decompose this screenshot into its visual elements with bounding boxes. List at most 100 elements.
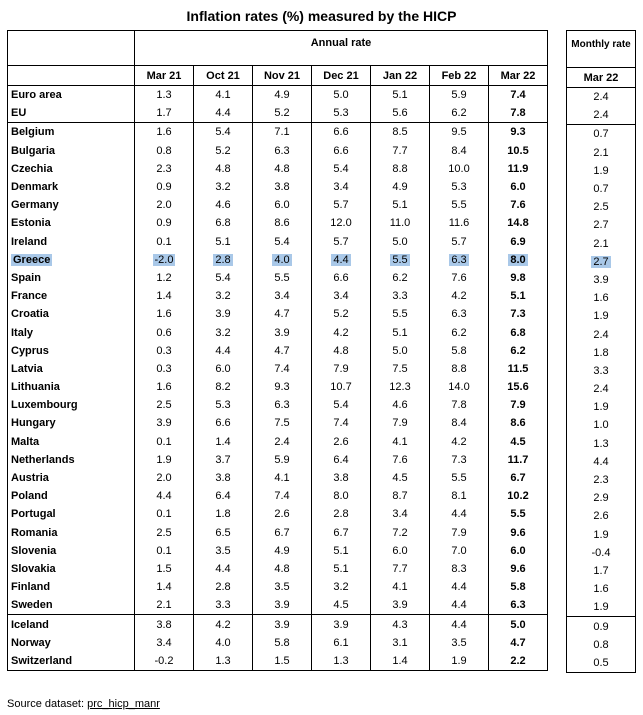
monthly-rate-value: -0.4 bbox=[591, 546, 611, 559]
table-row: 1.7 bbox=[566, 561, 636, 581]
rate-value: 5.4 bbox=[215, 126, 231, 139]
table-row: 1.9 bbox=[566, 307, 636, 326]
rate-cell: 1.6 bbox=[134, 378, 194, 397]
rate-cell: 0.1 bbox=[134, 432, 194, 451]
country-name: Czechia bbox=[7, 159, 135, 178]
rate-cell: 5.8 bbox=[429, 341, 489, 360]
country-name: Switzerland bbox=[7, 651, 135, 671]
rate-cell: 5.1 bbox=[488, 287, 548, 306]
rate-value: 5.4 bbox=[333, 162, 349, 175]
rate-cell: 6.0 bbox=[488, 541, 548, 560]
rate-value: 6.3 bbox=[274, 399, 290, 412]
rate-value: -2.0 bbox=[152, 253, 176, 266]
rate-value: 2.8 bbox=[215, 581, 231, 594]
rate-value: 6.4 bbox=[333, 453, 349, 466]
monthly-rate-value: 2.7 bbox=[593, 219, 609, 232]
rate-cell: 4.8 bbox=[193, 159, 253, 178]
rate-cell: 3.5 bbox=[193, 541, 253, 560]
table-row: Norway 3.4 4.0 5.8 6.1 3.1 3.5 4.7 bbox=[7, 633, 548, 652]
rate-value: 7.6 bbox=[510, 199, 526, 212]
monthly-rate-cell: 2.4 bbox=[566, 380, 636, 399]
table-row: Austria 2.0 3.8 4.1 3.8 4.5 5.5 6.7 bbox=[7, 468, 548, 488]
rate-value: 4.9 bbox=[392, 181, 408, 194]
rate-value: 4.5 bbox=[333, 599, 349, 612]
rate-value: 5.3 bbox=[451, 181, 467, 194]
rate-cell: 9.5 bbox=[429, 122, 489, 142]
rate-value: 8.6 bbox=[510, 417, 526, 430]
rate-cell: 0.1 bbox=[134, 541, 194, 560]
rate-value: 3.8 bbox=[156, 618, 172, 631]
monthly-rate-cell: 2.9 bbox=[566, 489, 636, 508]
table-row: 2.5 bbox=[566, 198, 636, 217]
country-name: Bulgaria bbox=[7, 141, 135, 160]
rate-cell: 6.3 bbox=[429, 250, 489, 269]
rate-cell: 11.6 bbox=[429, 214, 489, 233]
rate-cell: 1.8 bbox=[193, 505, 253, 524]
monthly-rate-cell: 1.6 bbox=[566, 580, 636, 599]
rate-cell: 5.7 bbox=[311, 196, 371, 215]
monthly-month-row: Mar 22 bbox=[566, 67, 636, 88]
rate-value: 4.8 bbox=[274, 162, 290, 175]
rate-cell: 7.4 bbox=[488, 85, 548, 105]
rate-cell: 1.4 bbox=[134, 287, 194, 306]
table-row: Bulgaria 0.8 5.2 6.3 6.6 7.7 8.4 10.5 bbox=[7, 141, 548, 160]
rate-value: 6.8 bbox=[215, 217, 231, 230]
table-row: Czechia 2.3 4.8 4.8 5.4 8.8 10.0 11.9 bbox=[7, 159, 548, 178]
country-label: Slovakia bbox=[11, 562, 56, 575]
rate-value: 6.3 bbox=[451, 308, 467, 321]
rate-cell: 6.2 bbox=[429, 104, 489, 123]
rate-cell: 5.5 bbox=[429, 196, 489, 215]
country-name: Hungary bbox=[7, 414, 135, 433]
rate-value: 4.0 bbox=[272, 253, 292, 266]
rate-cell: 8.5 bbox=[370, 122, 430, 142]
rate-cell: 4.1 bbox=[370, 432, 430, 451]
rate-cell: 0.9 bbox=[134, 177, 194, 197]
rate-value: 2.5 bbox=[156, 526, 172, 539]
rate-value: 7.9 bbox=[510, 399, 526, 412]
rate-value: 9.6 bbox=[510, 526, 526, 539]
monthly-rate-cell: 2.4 bbox=[566, 106, 636, 125]
rate-value: 5.9 bbox=[274, 453, 290, 466]
monthly-rate-cell: 0.5 bbox=[566, 653, 636, 673]
rate-value: 5.7 bbox=[333, 235, 349, 248]
rate-value: 11.0 bbox=[389, 217, 411, 230]
rate-value: 3.9 bbox=[274, 599, 290, 612]
rate-value: 4.4 bbox=[156, 490, 172, 503]
column-header: Feb 22 bbox=[429, 65, 489, 86]
rate-value: 5.7 bbox=[333, 199, 349, 212]
rate-cell: 1.3 bbox=[193, 651, 253, 671]
monthly-rate-cell: 2.3 bbox=[566, 470, 636, 490]
rate-value: 6.0 bbox=[510, 181, 526, 194]
rate-value: 7.8 bbox=[510, 107, 526, 120]
table-row: Latvia 0.3 6.0 7.4 7.9 7.5 8.8 11.5 bbox=[7, 359, 548, 378]
rate-value: 5.1 bbox=[215, 235, 231, 248]
country-label: Croatia bbox=[11, 308, 49, 321]
source-dataset-link[interactable]: prc_hicp_manr bbox=[87, 698, 160, 710]
rate-value: 7.6 bbox=[392, 453, 408, 466]
rate-value: 5.1 bbox=[392, 89, 408, 102]
rate-cell: 1.4 bbox=[134, 578, 194, 597]
rate-value: 4.1 bbox=[274, 472, 290, 485]
rate-value: 1.5 bbox=[156, 562, 172, 575]
monthly-rate-cell: 1.9 bbox=[566, 525, 636, 544]
rate-value: 8.0 bbox=[333, 490, 349, 503]
rate-cell: 3.4 bbox=[134, 633, 194, 652]
country-label: Czechia bbox=[11, 162, 53, 175]
rate-value: 3.9 bbox=[274, 618, 290, 631]
rate-value: 4.2 bbox=[215, 618, 231, 631]
table-row: 1.9 bbox=[566, 525, 636, 544]
rate-value: 6.0 bbox=[274, 199, 290, 212]
rate-cell: 6.7 bbox=[311, 523, 371, 542]
rate-cell: 2.6 bbox=[252, 505, 312, 524]
country-label: Iceland bbox=[11, 618, 49, 631]
rate-value: 0.9 bbox=[156, 217, 172, 230]
table-row: Spain 1.2 5.4 5.5 6.6 6.2 7.6 9.8 bbox=[7, 268, 548, 288]
rate-value: 4.2 bbox=[451, 435, 467, 448]
rate-value: 1.6 bbox=[156, 308, 172, 321]
rate-cell: 3.8 bbox=[311, 468, 371, 488]
rate-cell: 1.3 bbox=[134, 85, 194, 105]
rate-value: 2.8 bbox=[213, 253, 233, 266]
rate-cell: 8.2 bbox=[193, 378, 253, 397]
monthly-rate-cell: 0.7 bbox=[566, 124, 636, 144]
country-label: Cyprus bbox=[11, 344, 49, 357]
